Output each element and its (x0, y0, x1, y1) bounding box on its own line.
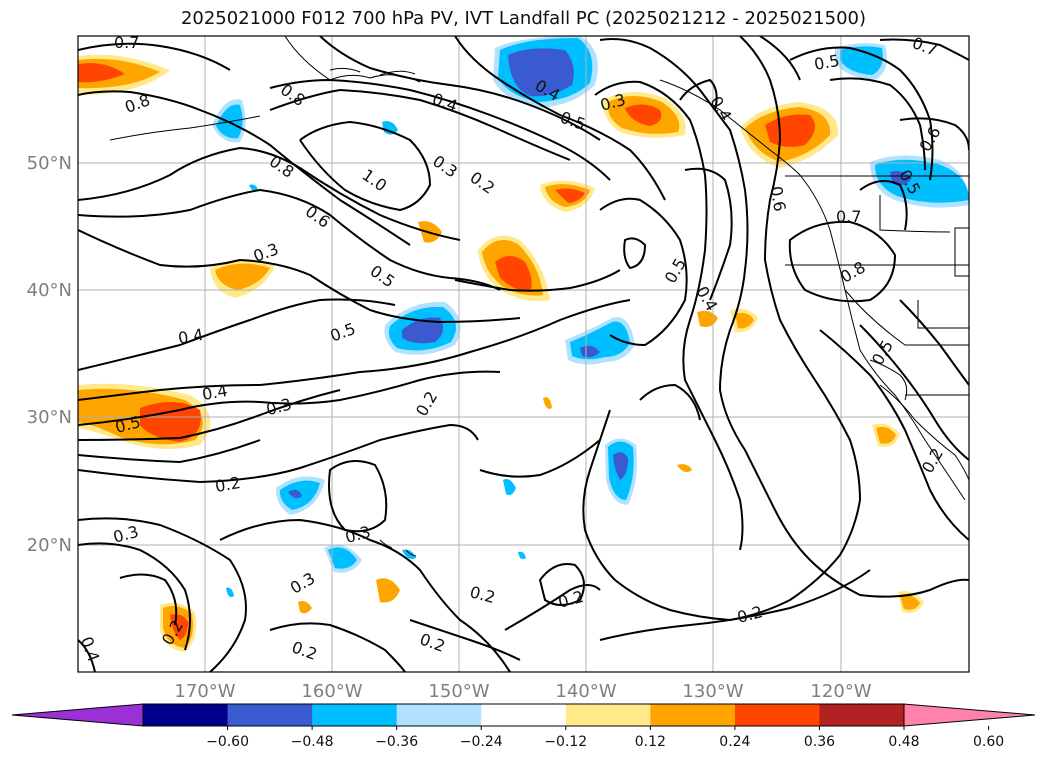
colorbar-extend-max (903, 703, 1036, 727)
lat-label: 50°N (27, 153, 72, 174)
shade-positive (900, 594, 920, 610)
colorbar-tick-label: 0.24 (719, 734, 750, 750)
shade-negative (518, 551, 526, 560)
map-frame (77, 35, 970, 673)
contour-label: 0.7 (836, 207, 861, 226)
lat-label: 30°N (27, 407, 72, 428)
colorbar-swatch (650, 704, 736, 726)
shade-positive (215, 263, 270, 290)
colorbar-tick-label: −0.24 (460, 734, 503, 750)
shade-negative (402, 549, 416, 559)
shade-positive (140, 401, 201, 442)
shade-negative (288, 489, 302, 499)
shade-positive (625, 104, 662, 126)
shade-negative (613, 452, 628, 480)
shade-negative (382, 121, 398, 135)
shade-positive (735, 312, 754, 329)
lon-label: 160°W (301, 681, 362, 702)
lat-label: 20°N (27, 535, 72, 556)
colorbar-swatch (565, 704, 651, 726)
shade-negative (226, 587, 234, 597)
contour-label: 0.4 (201, 381, 229, 404)
colorbar-tick-label: 0.48 (888, 734, 919, 750)
shade-positive (170, 614, 188, 640)
lat-label: 40°N (27, 280, 72, 301)
shade-positive (765, 114, 815, 147)
lon-label: 130°W (682, 681, 743, 702)
shade-negative (249, 184, 258, 191)
colorbar-tick-label: −0.12 (544, 734, 587, 750)
contour-label: 0.5 (813, 51, 841, 74)
lon-label: 150°W (428, 681, 489, 702)
colorbar-swatch (396, 704, 482, 726)
shade-positive (555, 188, 585, 203)
shade-negative (580, 345, 600, 358)
shade-positive (543, 397, 552, 409)
contour-label: 0.7 (114, 33, 139, 52)
contour-label: 0.4 (177, 325, 205, 348)
figure-title: 2025021000 F012 700 hPa PV, IVT Landfall… (180, 8, 867, 29)
shade-negative (508, 48, 574, 97)
colorbar: −0.60 −0.48 −0.36 −0.24 −0.12 0.12 0.24 0.36 0.4… (11, 703, 1036, 750)
colorbar-swatch (143, 704, 229, 726)
shade-positive (298, 600, 312, 614)
colorbar-swatch (734, 704, 820, 726)
shade-positive (376, 578, 400, 603)
shade-negative (503, 479, 516, 496)
shade-positive (876, 426, 896, 444)
coastlines (109, 36, 969, 557)
longitude-axis: 170°W 160°W 150°W 140°W 130°W 120°W (174, 681, 871, 702)
shade-negative (890, 170, 912, 186)
latitude-axis: 50°N 40°N 30°N 20°N (27, 153, 72, 556)
shade-positive (78, 63, 125, 83)
lon-label: 140°W (555, 681, 616, 702)
lon-label: 170°W (174, 681, 235, 702)
contour-label: 0.6 (766, 185, 789, 213)
contour-label: 0.2 (214, 473, 242, 496)
shade-positive (495, 256, 532, 292)
colorbar-tick-label: 0.12 (635, 734, 666, 750)
graticule (78, 36, 969, 672)
shade-negative (402, 317, 444, 344)
colorbar-tick-label: 0.36 (804, 734, 835, 750)
colorbar-swatch (819, 704, 905, 726)
colorbar-swatch (312, 704, 398, 726)
pv-contours (78, 36, 969, 672)
shade-negative (840, 46, 883, 75)
map-panel: 0.7 0.8 0.8 0.8 0.6 1.0 0.3 0.2 0.5 0.4 … (78, 33, 969, 672)
shade-positive (677, 464, 692, 473)
shade-negative (328, 547, 357, 569)
colorbar-extend-min (11, 703, 144, 727)
colorbar-tick-label: 0.60 (973, 734, 1004, 750)
colorbar-swatch (227, 704, 313, 726)
lon-label: 120°W (810, 681, 871, 702)
shade-negative (875, 159, 969, 203)
colorbar-tick-label: −0.36 (375, 734, 418, 750)
colorbar-swatch (481, 704, 567, 726)
colorbar-border (142, 703, 905, 727)
colorbar-tick-label: −0.48 (291, 734, 334, 750)
colorbar-tick-label: −0.60 (206, 734, 249, 750)
